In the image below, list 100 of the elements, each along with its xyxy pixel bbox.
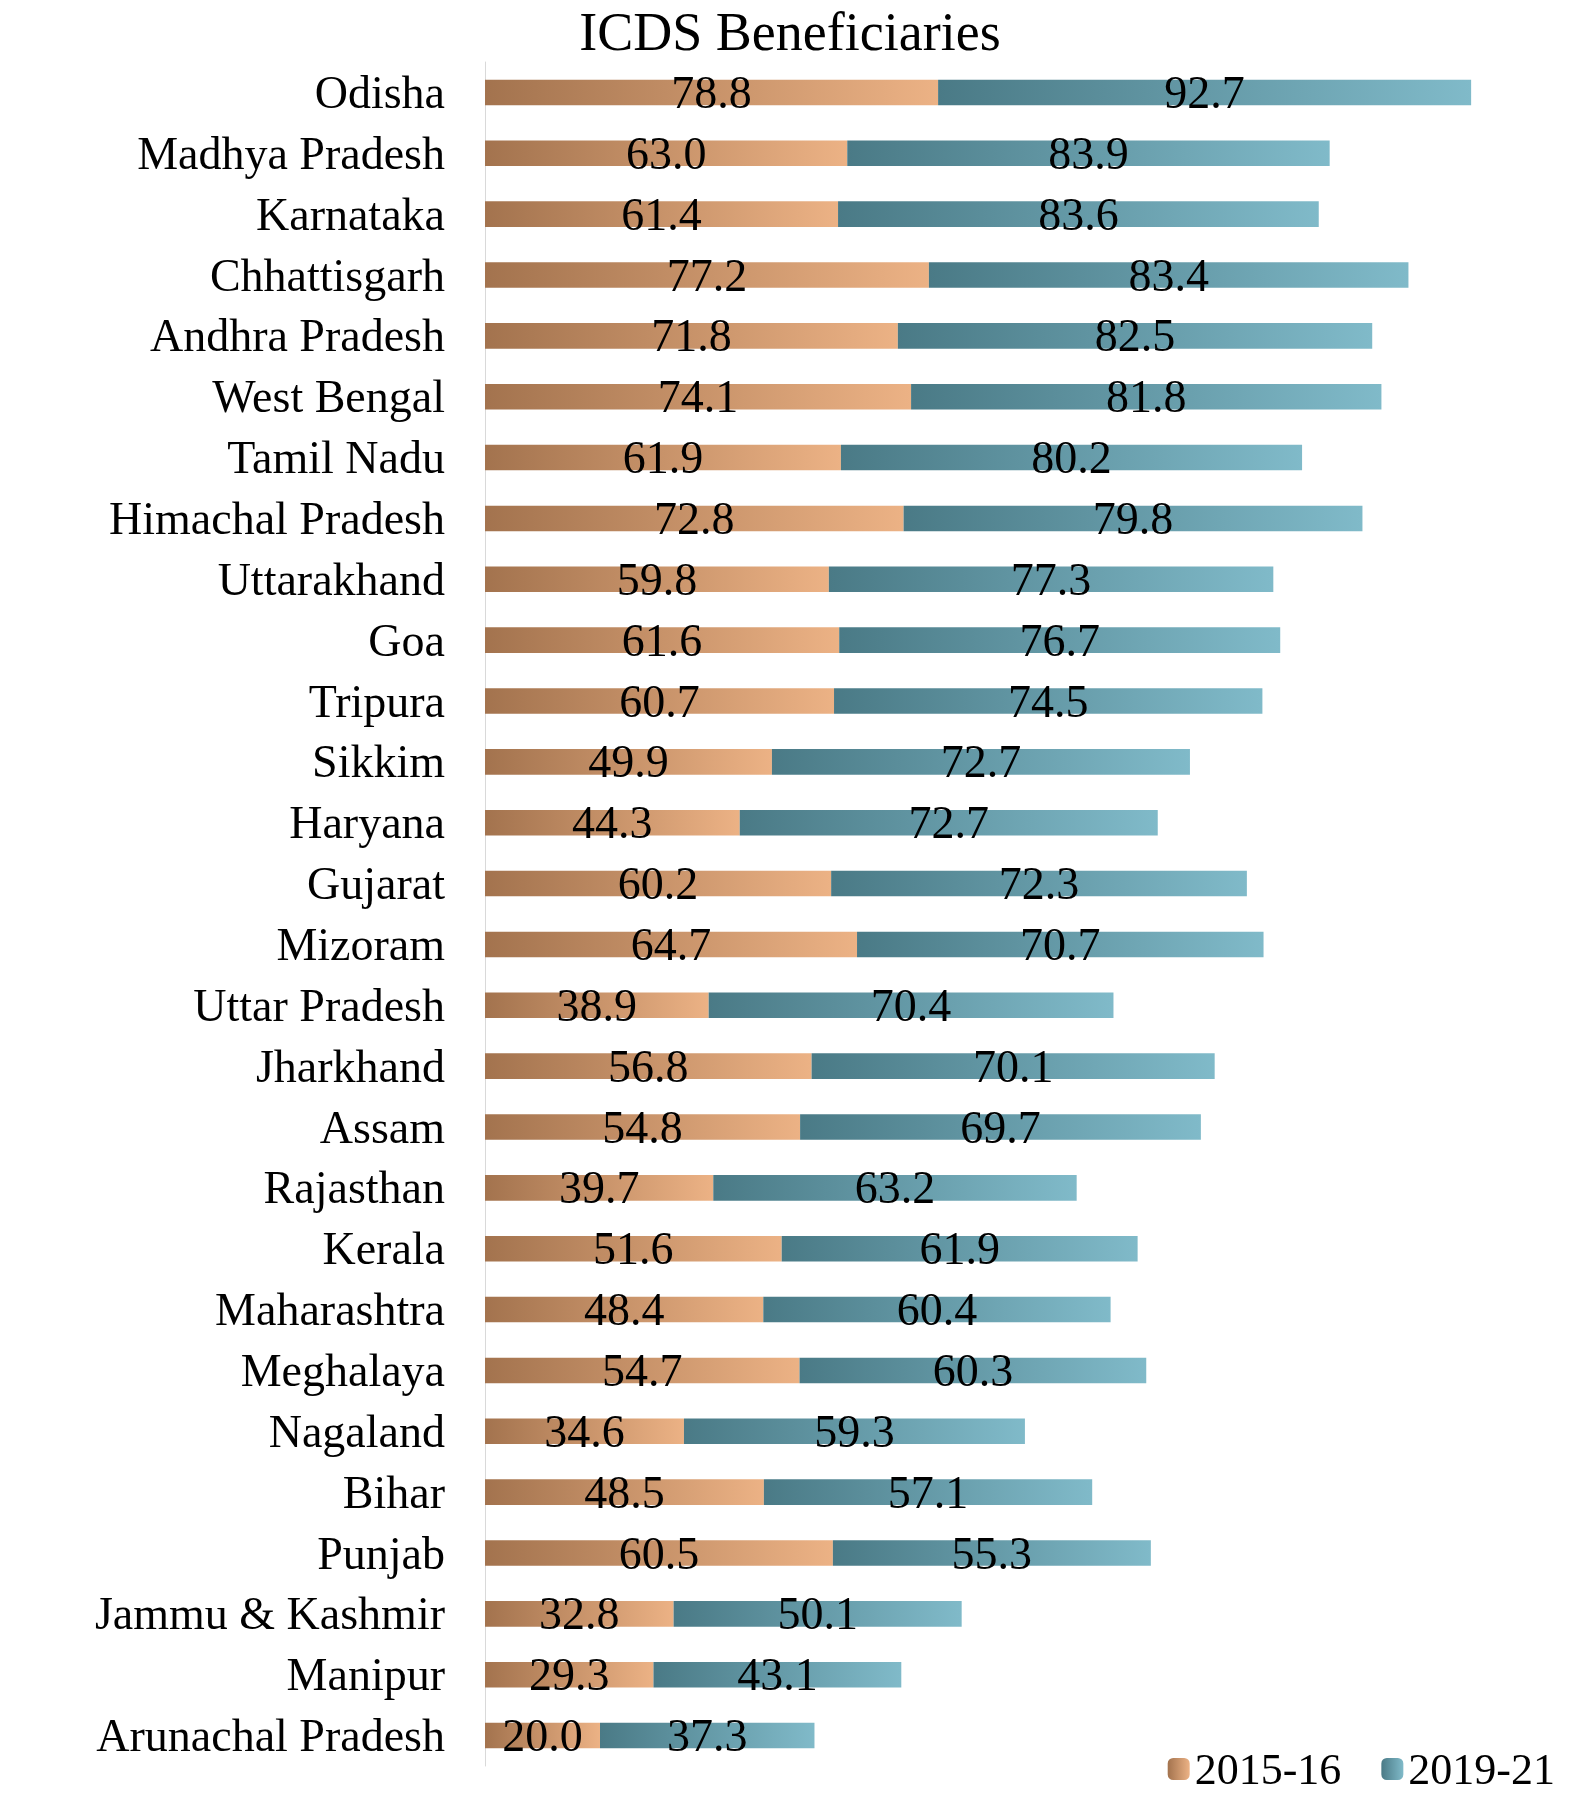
data-label: 59.8 <box>616 553 698 605</box>
y-tick-label: Rajasthan <box>263 1162 445 1214</box>
data-label: 37.3 <box>666 1710 748 1762</box>
y-tick-label: Sikkim <box>312 736 446 788</box>
bar <box>739 809 1158 836</box>
data-label: 70.4 <box>870 979 952 1031</box>
data-label: 39.7 <box>558 1162 640 1214</box>
bar <box>840 444 1303 471</box>
data-label: 61.6 <box>621 614 703 666</box>
data-label: 69.7 <box>960 1101 1041 1153</box>
bar <box>683 1418 1025 1445</box>
y-tick-label: Nagaland <box>268 1405 445 1457</box>
y-tick-label: Himachal Pradesh <box>109 492 445 544</box>
data-label: 60.5 <box>618 1527 700 1579</box>
bar <box>485 1357 800 1384</box>
y-tick-label: Haryana <box>289 797 445 849</box>
chart-title: ICDS Beneficiaries <box>579 2 1001 62</box>
y-tick-label: Bihar <box>342 1466 445 1518</box>
data-label: 48.5 <box>584 1466 665 1518</box>
data-label: 44.3 <box>572 797 653 849</box>
y-tick-label: Tamil Nadu <box>227 432 445 484</box>
data-label: 56.8 <box>608 1040 689 1092</box>
bar <box>911 383 1382 410</box>
data-label: 60.2 <box>617 858 699 910</box>
data-label: 80.2 <box>1031 432 1112 484</box>
bar <box>485 140 848 167</box>
data-label: 32.8 <box>539 1588 620 1640</box>
legend-label: 2015-16 <box>1194 1744 1342 1794</box>
data-label: 29.3 <box>528 1649 610 1701</box>
data-label: 77.3 <box>1010 553 1092 605</box>
y-tick-label: Uttar Pradesh <box>193 979 445 1031</box>
bar <box>781 1235 1138 1262</box>
bar <box>847 140 1330 167</box>
data-label: 61.4 <box>621 188 702 240</box>
y-tick-label: Assam <box>319 1101 446 1153</box>
data-label: 48.4 <box>583 1284 665 1336</box>
data-label: 81.8 <box>1106 371 1187 423</box>
y-tick-label: Meghalaya <box>240 1344 445 1396</box>
y-tick-label: Andhra Pradesh <box>149 310 445 362</box>
bar <box>485 79 939 106</box>
data-label: 54.8 <box>602 1101 683 1153</box>
data-label: 76.7 <box>1019 614 1100 666</box>
bar <box>485 444 841 471</box>
data-label: 72.7 <box>940 736 1022 788</box>
data-label: 72.7 <box>908 797 989 849</box>
data-label: 77.2 <box>666 249 748 301</box>
data-label: 60.3 <box>932 1344 1014 1396</box>
bar <box>485 931 858 958</box>
data-label: 63.2 <box>854 1162 936 1214</box>
y-tick-label: Arunachal Pradesh <box>96 1710 445 1762</box>
data-label: 74.1 <box>657 371 739 423</box>
bar <box>485 1235 782 1262</box>
data-label: 49.9 <box>588 736 669 788</box>
y-tick-label: Madhya Pradesh <box>137 127 445 179</box>
bar <box>485 383 912 410</box>
y-tick-label: Gujarat <box>307 858 446 910</box>
bar <box>938 79 1472 106</box>
bar <box>485 505 904 532</box>
y-tick-label: Jharkhand <box>255 1040 445 1092</box>
data-label: 50.1 <box>777 1588 858 1640</box>
data-label: 82.5 <box>1094 310 1176 362</box>
data-label: 59.3 <box>814 1405 895 1457</box>
data-label: 79.8 <box>1092 492 1174 544</box>
data-label: 72.3 <box>998 858 1080 910</box>
bar <box>857 931 1264 958</box>
bar <box>485 870 832 897</box>
data-label: 61.9 <box>919 1223 1000 1275</box>
data-label: 74.5 <box>1007 675 1089 727</box>
y-tick-label: West Bengal <box>212 371 445 423</box>
data-label: 63.0 <box>625 127 707 179</box>
y-tick-label: Tripura <box>308 675 445 727</box>
data-label: 60.7 <box>619 675 700 727</box>
bar <box>831 870 1247 897</box>
data-label: 60.4 <box>896 1284 978 1336</box>
y-tick-label: Kerala <box>322 1223 445 1275</box>
data-label: 55.3 <box>951 1527 1033 1579</box>
data-label: 83.6 <box>1038 188 1119 240</box>
bar <box>485 566 829 593</box>
y-tick-label: Punjab <box>317 1527 445 1579</box>
data-label: 92.7 <box>1164 66 1245 118</box>
y-tick-label: Odisha <box>314 66 445 118</box>
data-label: 34.6 <box>544 1405 625 1457</box>
data-label: 64.7 <box>630 918 712 970</box>
data-label: 54.7 <box>602 1344 683 1396</box>
y-tick-label: Manipur <box>286 1649 445 1701</box>
data-label: 72.8 <box>654 492 735 544</box>
y-tick-label: Goa <box>368 614 445 666</box>
y-tick-label: Jammu & Kashmir <box>94 1588 445 1640</box>
data-label: 61.9 <box>622 432 704 484</box>
data-label: 70.7 <box>1020 918 1101 970</box>
data-label: 20.0 <box>502 1710 583 1762</box>
data-label: 43.1 <box>737 1649 818 1701</box>
y-tick-label: Maharashtra <box>215 1284 445 1336</box>
data-label: 83.9 <box>1048 127 1129 179</box>
data-label: 51.6 <box>593 1223 674 1275</box>
data-label: 57.1 <box>887 1466 969 1518</box>
legend-label: 2019-21 <box>1408 1744 1555 1794</box>
data-label: 70.1 <box>972 1040 1054 1092</box>
data-label: 83.4 <box>1128 249 1209 301</box>
bar <box>799 1357 1147 1384</box>
